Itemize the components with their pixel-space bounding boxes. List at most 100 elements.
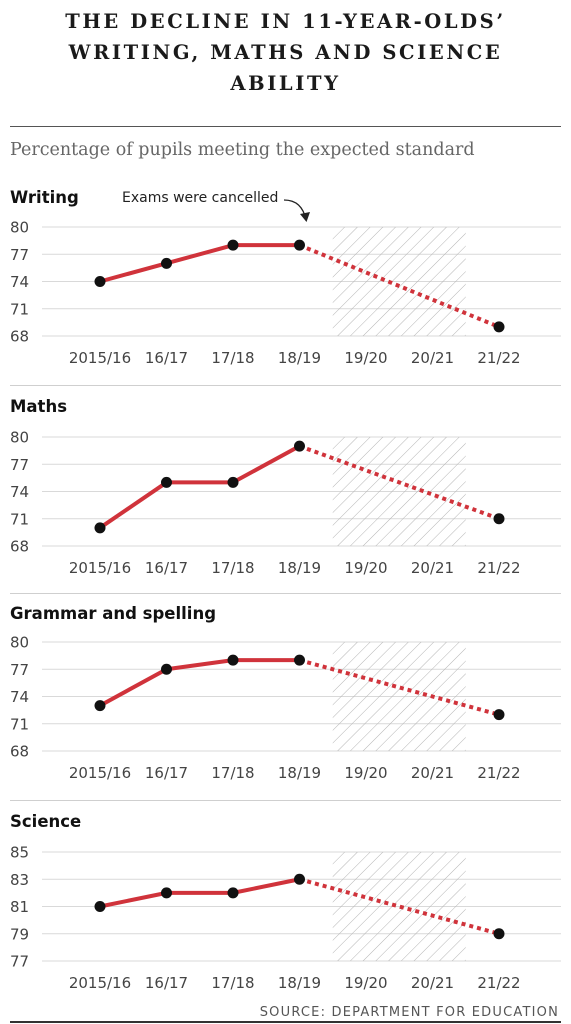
y-tick-label: 71: [10, 300, 29, 318]
y-tick-label: 79: [10, 925, 29, 943]
y-tick-label: 71: [10, 715, 29, 733]
x-tick-label: 17/18: [211, 349, 254, 367]
x-tick-label: 20/21: [411, 349, 454, 367]
data-point: [493, 513, 505, 525]
grammar-spelling-chart: 68 71 74 77 80 2015/16 16/17 17/18 18/19 19/20 20/…: [10, 634, 561, 782]
data-point: [94, 276, 106, 287]
data-point: [94, 522, 106, 534]
maths-chart: 68 71 74 77 80 2015/16 16/17 17/18 18/19 19/20 20/…: [10, 429, 561, 577]
cancelled-exams-region: [332, 852, 466, 961]
panel-separator: [10, 385, 561, 386]
data-point: [294, 239, 305, 251]
title-line-1: THE DECLINE IN 11-YEAR-OLDS’: [65, 10, 506, 33]
data-point: [161, 887, 172, 899]
x-tick-label: 16/17: [145, 559, 188, 577]
x-tick-label: 19/20: [344, 349, 387, 367]
cancelled-exams-region: [332, 437, 466, 546]
x-tick-label: 18/19: [278, 764, 321, 782]
data-point: [227, 476, 239, 488]
y-tick-label: 80: [10, 219, 29, 237]
x-tick-label: 21/22: [477, 974, 520, 992]
y-tick-label: 68: [10, 538, 29, 556]
title-line-3: ABILITY: [230, 72, 341, 95]
data-point: [227, 239, 239, 251]
data-point: [493, 928, 505, 940]
series-line-gap: [298, 658, 500, 717]
annotation-arrow: [283, 199, 310, 222]
data-point: [161, 257, 172, 269]
x-tick-label: 2015/16: [69, 349, 131, 367]
data-point: [493, 321, 505, 333]
x-tick-label: 18/19: [278, 349, 321, 367]
science-chart: 77 79 81 83 85 2015/16 16/17 17/18 18/19 19/20 20/…: [10, 844, 561, 992]
y-tick-label: 81: [10, 898, 29, 916]
series-line: [98, 877, 302, 909]
x-tick-label: 16/17: [145, 764, 188, 782]
panel-separator: [10, 593, 561, 594]
y-tick-label: 77: [10, 661, 29, 679]
data-point: [161, 663, 172, 675]
x-tick-label: 2015/16: [69, 764, 131, 782]
title-line-2: WRITING, MATHS AND SCIENCE: [68, 41, 503, 64]
series-line: [98, 658, 302, 708]
data-point: [161, 476, 172, 488]
cancelled-exams-region: [332, 642, 466, 751]
data-point: [94, 700, 106, 712]
data-point: [94, 901, 106, 912]
y-tick-label: 85: [10, 844, 29, 862]
y-tick-label: 77: [10, 953, 29, 971]
x-tick-label: 16/17: [145, 974, 188, 992]
panel-separator: [10, 800, 561, 801]
data-point: [227, 887, 239, 899]
y-tick-label: 74: [10, 688, 29, 706]
y-tick-label: 77: [10, 246, 29, 264]
exams-cancelled-annotation: Exams were cancelled: [122, 190, 279, 206]
y-tick-label: 80: [10, 429, 29, 447]
data-point: [493, 709, 505, 721]
x-tick-label: 18/19: [278, 974, 321, 992]
x-tick-label: 17/18: [211, 764, 254, 782]
x-tick-label: 2015/16: [69, 974, 131, 992]
bottom-rule: [10, 1021, 561, 1023]
data-point: [294, 440, 305, 452]
y-tick-label: 68: [10, 743, 29, 761]
x-tick-label: 19/20: [344, 974, 387, 992]
writing-chart: 68 71 74 77 80 2015/16 16/17 17/18 18/19 19/20 20/…: [10, 219, 561, 367]
series-line: [98, 444, 302, 530]
chart-title: THE DECLINE IN 11-YEAR-OLDS’ WRITING, MA…: [0, 6, 571, 99]
y-tick-label: 80: [10, 634, 29, 652]
y-tick-label: 68: [10, 328, 29, 346]
y-tick-label: 77: [10, 456, 29, 474]
x-tick-label: 20/21: [411, 559, 454, 577]
x-tick-label: 17/18: [211, 974, 254, 992]
x-tick-label: 2015/16: [69, 559, 131, 577]
x-tick-label: 21/22: [477, 349, 520, 367]
x-tick-label: 20/21: [411, 764, 454, 782]
x-tick-label: 17/18: [211, 559, 254, 577]
panel-title-maths: Maths: [10, 397, 68, 416]
cancelled-exams-region: [332, 227, 466, 336]
y-tick-label: 74: [10, 273, 29, 291]
x-tick-label: 21/22: [477, 764, 520, 782]
panel-title-grammar-spelling: Grammar and spelling: [10, 604, 217, 623]
panel-title-science: Science: [10, 812, 82, 831]
data-point: [294, 654, 305, 666]
series-line-gap: [298, 243, 500, 329]
data-point: [294, 873, 305, 885]
chart-subtitle: Percentage of pupils meeting the expecte…: [10, 140, 475, 160]
y-tick-label: 71: [10, 510, 29, 528]
x-tick-label: 21/22: [477, 559, 520, 577]
x-tick-label: 18/19: [278, 559, 321, 577]
x-tick-label: 19/20: [344, 559, 387, 577]
x-tick-label: 20/21: [411, 974, 454, 992]
series-line-gap: [298, 444, 500, 521]
x-tick-label: 16/17: [145, 349, 188, 367]
x-tick-label: 19/20: [344, 764, 387, 782]
panel-title-writing: Writing: [10, 188, 79, 207]
data-point: [227, 654, 239, 666]
series-line: [98, 243, 302, 284]
top-rule: [10, 126, 561, 127]
series-line-gap: [298, 877, 500, 936]
source-note: SOURCE: DEPARTMENT FOR EDUCATION: [259, 1005, 559, 1020]
y-tick-label: 83: [10, 871, 29, 889]
